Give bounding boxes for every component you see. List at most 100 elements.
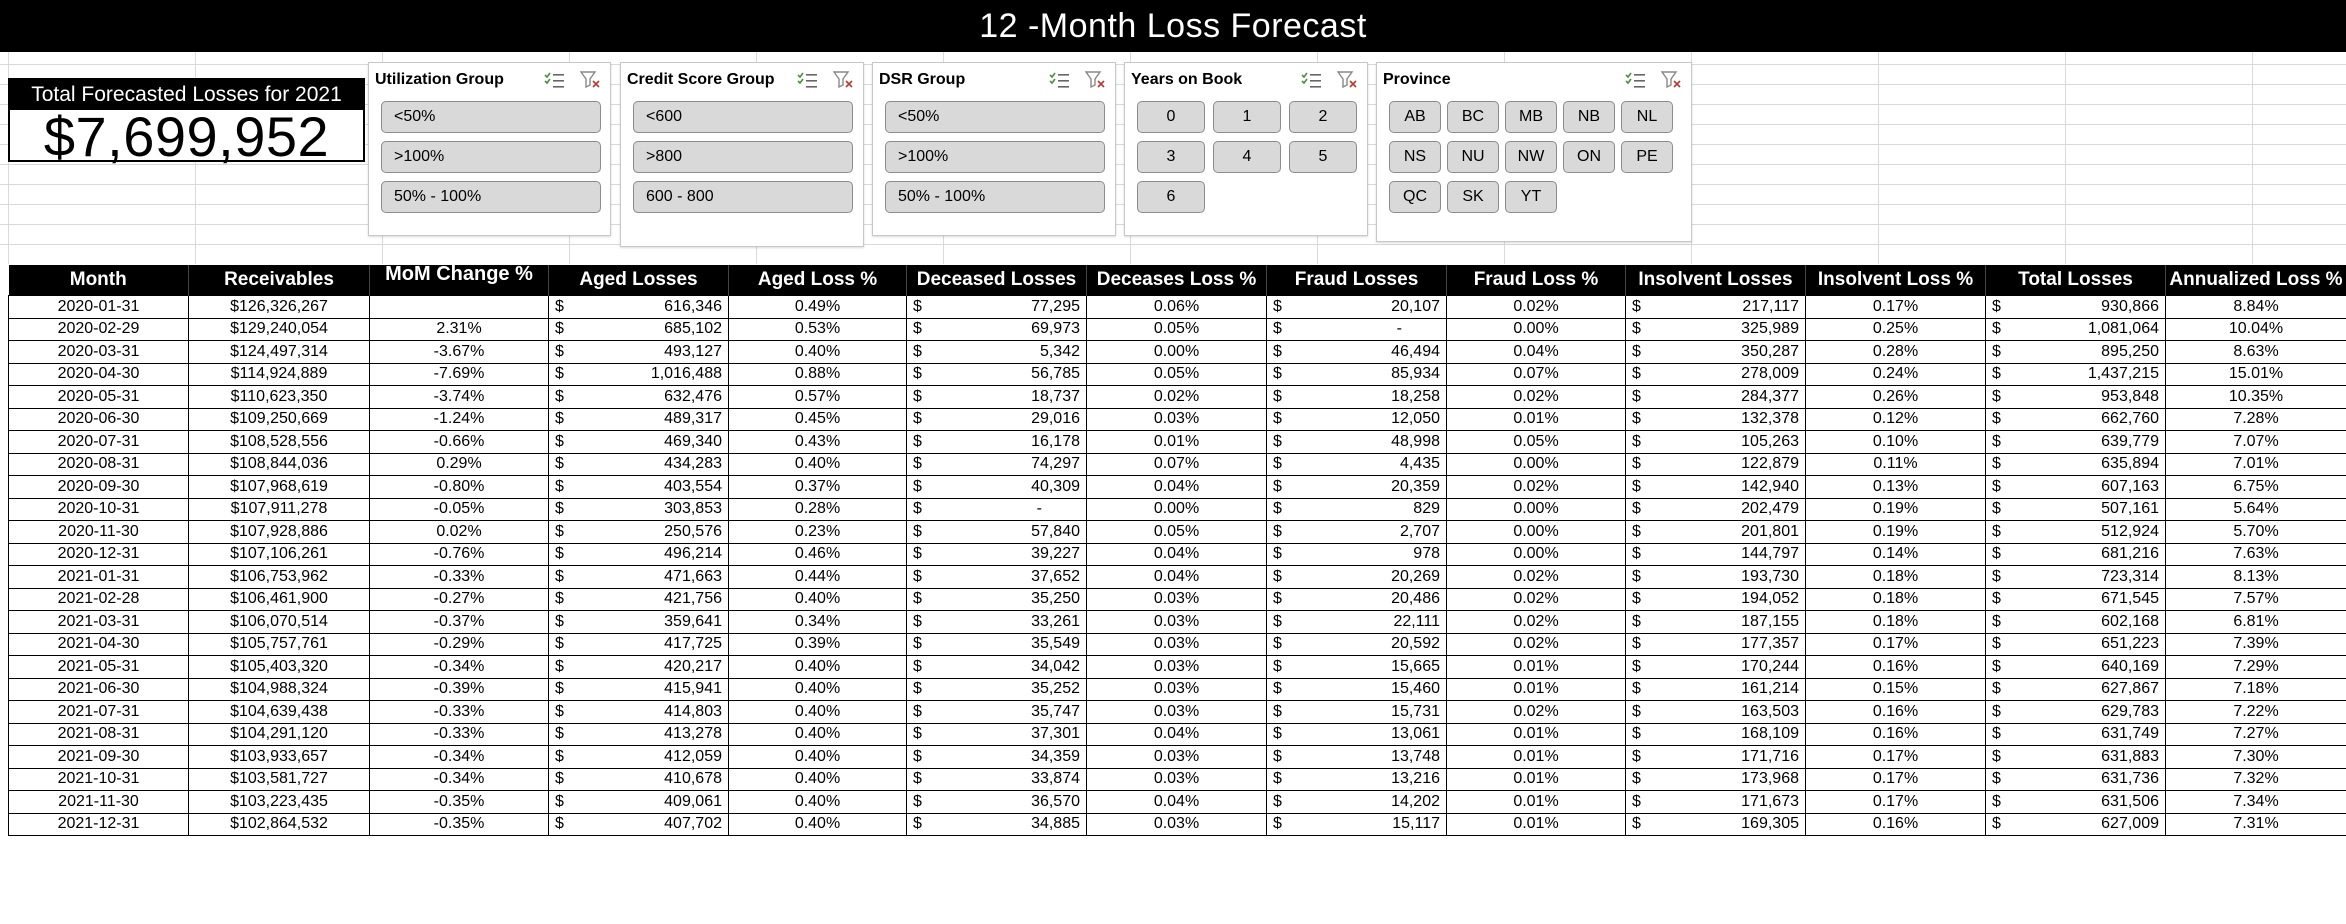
cell-aged-loss-pct[interactable]: 0.39%	[728, 632, 907, 656]
cell-insolvent-loss-pct[interactable]: 0.11%	[1805, 452, 1986, 476]
cell-insolvent-losses[interactable]: $284,377	[1625, 385, 1806, 409]
cell-receivables[interactable]: $106,753,962	[188, 565, 370, 589]
cell-aged-loss-pct[interactable]: 0.28%	[728, 497, 907, 521]
cell-fraud-loss-pct[interactable]: 0.02%	[1446, 565, 1626, 589]
cell-aged-loss-pct[interactable]: 0.40%	[728, 700, 907, 724]
multi-select-icon[interactable]	[797, 71, 819, 89]
cell-aged-loss-pct[interactable]: 0.23%	[728, 520, 907, 544]
cell-insolvent-losses[interactable]: $278,009	[1625, 362, 1806, 386]
cell-month[interactable]: 2020-02-29	[8, 317, 189, 341]
cell-fraud-losses[interactable]: $2,707	[1266, 520, 1447, 544]
cell-deceased-loss-pct[interactable]: 0.04%	[1086, 475, 1267, 499]
cell-annualized-loss-pct[interactable]: 10.04%	[2165, 317, 2346, 341]
cell-fraud-losses[interactable]: $46,494	[1266, 340, 1447, 364]
cell-aged-losses[interactable]: $414,803	[548, 700, 729, 724]
cell-insolvent-losses[interactable]: $142,940	[1625, 475, 1806, 499]
cell-annualized-loss-pct[interactable]: 7.57%	[2165, 587, 2346, 611]
slicer-item[interactable]: ON	[1563, 141, 1615, 173]
cell-deceased-losses[interactable]: $40,309	[906, 475, 1087, 499]
cell-total-losses[interactable]: $895,250	[1985, 340, 2166, 364]
cell-deceased-loss-pct[interactable]: 0.03%	[1086, 610, 1267, 634]
slicer-item[interactable]: NL	[1621, 101, 1673, 133]
cell-insolvent-loss-pct[interactable]: 0.17%	[1805, 767, 1986, 791]
cell-insolvent-loss-pct[interactable]: 0.17%	[1805, 745, 1986, 769]
cell-fraud-losses[interactable]: $13,061	[1266, 722, 1447, 746]
cell-insolvent-loss-pct[interactable]: 0.28%	[1805, 340, 1986, 364]
col-header-fraud-loss-pct[interactable]: Fraud Loss %	[1446, 265, 1626, 296]
cell-insolvent-losses[interactable]: $170,244	[1625, 655, 1806, 679]
cell-insolvent-loss-pct[interactable]: 0.17%	[1805, 632, 1986, 656]
slicer-item[interactable]: NW	[1505, 141, 1557, 173]
clear-filter-icon[interactable]	[1085, 71, 1107, 89]
cell-annualized-loss-pct[interactable]: 7.31%	[2165, 812, 2346, 836]
cell-deceased-losses[interactable]: $37,301	[906, 722, 1087, 746]
cell-month[interactable]: 2020-08-31	[8, 452, 189, 476]
cell-mom-change[interactable]: -0.33%	[369, 722, 549, 746]
cell-month[interactable]: 2021-07-31	[8, 700, 189, 724]
cell-insolvent-loss-pct[interactable]: 0.18%	[1805, 610, 1986, 634]
cell-aged-loss-pct[interactable]: 0.34%	[728, 610, 907, 634]
cell-deceased-losses[interactable]: $34,885	[906, 812, 1087, 836]
cell-month[interactable]: 2021-06-30	[8, 677, 189, 701]
cell-mom-change[interactable]: -0.37%	[369, 610, 549, 634]
cell-fraud-losses[interactable]: $13,748	[1266, 745, 1447, 769]
cell-receivables[interactable]: $126,326,267	[188, 295, 370, 319]
cell-insolvent-loss-pct[interactable]: 0.17%	[1805, 790, 1986, 814]
cell-insolvent-losses[interactable]: $350,287	[1625, 340, 1806, 364]
cell-fraud-losses[interactable]: $13,216	[1266, 767, 1447, 791]
cell-month[interactable]: 2021-02-28	[8, 587, 189, 611]
slicer-item[interactable]: NB	[1563, 101, 1615, 133]
cell-aged-losses[interactable]: $303,853	[548, 497, 729, 521]
cell-deceased-losses[interactable]: $36,570	[906, 790, 1087, 814]
cell-fraud-losses[interactable]: $20,486	[1266, 587, 1447, 611]
multi-select-icon[interactable]	[1049, 71, 1071, 89]
cell-fraud-losses[interactable]: $4,435	[1266, 452, 1447, 476]
cell-total-losses[interactable]: $1,437,215	[1985, 362, 2166, 386]
cell-insolvent-losses[interactable]: $132,378	[1625, 407, 1806, 431]
cell-annualized-loss-pct[interactable]: 7.39%	[2165, 632, 2346, 656]
slicer-item[interactable]: QC	[1389, 181, 1441, 213]
cell-fraud-loss-pct[interactable]: 0.01%	[1446, 812, 1626, 836]
cell-aged-losses[interactable]: $409,061	[548, 790, 729, 814]
cell-receivables[interactable]: $104,988,324	[188, 677, 370, 701]
cell-deceased-loss-pct[interactable]: 0.05%	[1086, 317, 1267, 341]
cell-fraud-loss-pct[interactable]: 0.01%	[1446, 677, 1626, 701]
cell-receivables[interactable]: $107,911,278	[188, 497, 370, 521]
cell-deceased-losses[interactable]: $69,973	[906, 317, 1087, 341]
cell-fraud-losses[interactable]: $85,934	[1266, 362, 1447, 386]
cell-deceased-losses[interactable]: $56,785	[906, 362, 1087, 386]
cell-deceased-losses[interactable]: $35,549	[906, 632, 1087, 656]
cell-insolvent-losses[interactable]: $161,214	[1625, 677, 1806, 701]
slicer-item[interactable]: SK	[1447, 181, 1499, 213]
cell-mom-change[interactable]: -0.35%	[369, 790, 549, 814]
slicer-item[interactable]: >800	[633, 141, 853, 173]
cell-receivables[interactable]: $103,581,727	[188, 767, 370, 791]
cell-total-losses[interactable]: $651,223	[1985, 632, 2166, 656]
cell-insolvent-loss-pct[interactable]: 0.12%	[1805, 407, 1986, 431]
cell-aged-losses[interactable]: $359,641	[548, 610, 729, 634]
cell-fraud-loss-pct[interactable]: 0.00%	[1446, 317, 1626, 341]
cell-annualized-loss-pct[interactable]: 7.22%	[2165, 700, 2346, 724]
cell-insolvent-loss-pct[interactable]: 0.19%	[1805, 520, 1986, 544]
slicer-item[interactable]: 2	[1289, 101, 1357, 133]
cell-total-losses[interactable]: $662,760	[1985, 407, 2166, 431]
cell-insolvent-losses[interactable]: $122,879	[1625, 452, 1806, 476]
cell-total-losses[interactable]: $639,779	[1985, 430, 2166, 454]
cell-month[interactable]: 2020-11-30	[8, 520, 189, 544]
cell-fraud-loss-pct[interactable]: 0.00%	[1446, 520, 1626, 544]
cell-mom-change[interactable]: -0.35%	[369, 812, 549, 836]
cell-mom-change[interactable]: -0.29%	[369, 632, 549, 656]
col-header-mom-change[interactable]: MoM Change %	[369, 265, 549, 296]
cell-fraud-loss-pct[interactable]: 0.02%	[1446, 610, 1626, 634]
cell-fraud-loss-pct[interactable]: 0.01%	[1446, 722, 1626, 746]
cell-fraud-losses[interactable]: $20,359	[1266, 475, 1447, 499]
cell-fraud-losses[interactable]: $12,050	[1266, 407, 1447, 431]
cell-mom-change[interactable]	[369, 295, 549, 319]
cell-deceased-losses[interactable]: $35,250	[906, 587, 1087, 611]
cell-deceased-loss-pct[interactable]: 0.03%	[1086, 632, 1267, 656]
cell-mom-change[interactable]: -3.67%	[369, 340, 549, 364]
cell-total-losses[interactable]: $723,314	[1985, 565, 2166, 589]
cell-annualized-loss-pct[interactable]: 10.35%	[2165, 385, 2346, 409]
cell-insolvent-loss-pct[interactable]: 0.25%	[1805, 317, 1986, 341]
clear-filter-icon[interactable]	[1337, 71, 1359, 89]
